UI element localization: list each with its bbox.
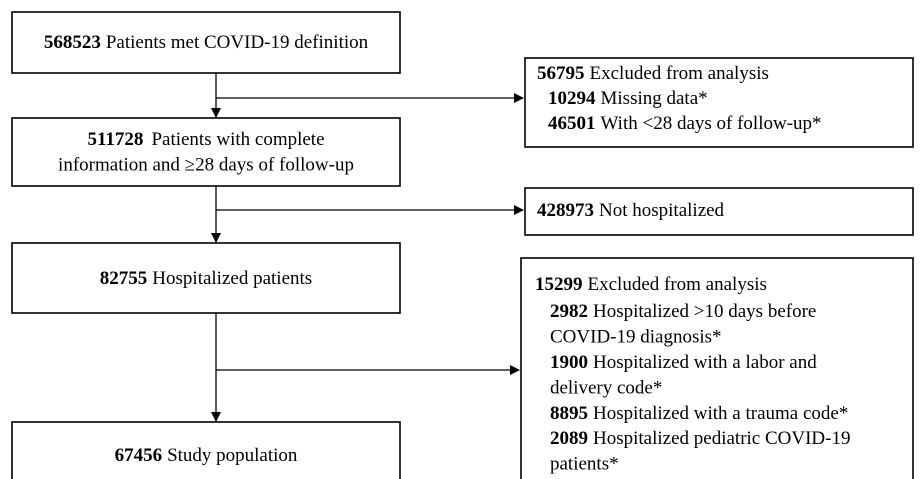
- label: With <28 days of follow-up*: [601, 113, 822, 134]
- count: 56795: [537, 63, 585, 84]
- node-text: 67456 Study population: [115, 445, 298, 466]
- exclusion-text: 15299 Excluded from analysis: [535, 274, 767, 295]
- label: Hospitalized with a trauma code*: [593, 403, 848, 424]
- exclusion-box: [520, 257, 914, 479]
- node-text: 511728 Patients with complete: [87, 129, 324, 150]
- count: 2982: [550, 301, 588, 322]
- exclusion-item: 10294 Missing data*: [548, 88, 708, 109]
- node-text: information and ≥28 days of follow-up: [58, 154, 354, 175]
- label: Hospitalized >10 days before: [593, 301, 816, 322]
- exclusion-text: 428973 Not hospitalized: [537, 200, 725, 221]
- node-text: 82755 Hospitalized patients: [100, 268, 312, 289]
- label: Excluded from analysis: [588, 274, 767, 295]
- count: 568523: [44, 32, 101, 53]
- box: [11, 117, 401, 187]
- label: Patients with complete: [151, 129, 324, 150]
- exclusion-item: 1900 Hospitalized with a labor and: [550, 352, 817, 373]
- count: 2089: [550, 428, 588, 449]
- node-text: 568523 Patients met COVID-19 definition: [44, 32, 369, 53]
- label: Excluded from analysis: [590, 63, 769, 84]
- label: Missing data*: [601, 88, 708, 109]
- count: 8895: [550, 403, 588, 424]
- count: 46501: [548, 113, 596, 134]
- label: Study population: [167, 445, 298, 466]
- label: Hospitalized pediatric COVID-19: [593, 428, 850, 449]
- box: [11, 242, 401, 314]
- exclusion-text: 56795 Excluded from analysis: [537, 63, 769, 84]
- count: 15299: [535, 274, 583, 295]
- label: Not hospitalized: [599, 200, 725, 221]
- count: 1900: [550, 352, 588, 373]
- exclusion-item: delivery code*: [550, 377, 662, 398]
- label: Hospitalized with a labor and: [593, 352, 817, 373]
- exclusion-item: 2089 Hospitalized pediatric COVID-19: [550, 428, 850, 449]
- exclusion-item: 2982 Hospitalized >10 days before: [550, 301, 816, 322]
- count: 82755: [100, 268, 148, 289]
- label: Hospitalized patients: [152, 268, 312, 289]
- exclusion-item: 8895 Hospitalized with a trauma code*: [550, 403, 848, 424]
- box: [11, 11, 401, 74]
- count: 10294: [548, 88, 596, 109]
- box: [11, 421, 401, 479]
- count: 67456: [115, 445, 163, 466]
- count: 428973: [537, 200, 594, 221]
- exclusion-box: [524, 187, 914, 236]
- exclusion-box: [524, 57, 914, 148]
- label: Patients met COVID-19 definition: [106, 32, 369, 53]
- exclusion-item: 46501 With <28 days of follow-up*: [548, 113, 822, 134]
- exclusion-item: patients*: [550, 453, 619, 474]
- count: 511728: [87, 129, 143, 150]
- exclusion-item: COVID-19 diagnosis*: [550, 326, 722, 347]
